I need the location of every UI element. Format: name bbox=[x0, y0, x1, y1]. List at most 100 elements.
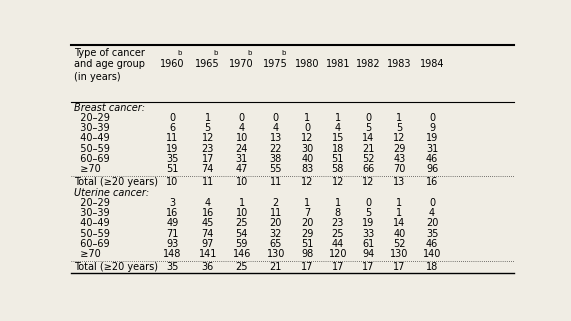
Text: 55: 55 bbox=[270, 164, 282, 174]
Text: 25: 25 bbox=[235, 218, 248, 229]
Text: ≥70: ≥70 bbox=[74, 249, 100, 259]
Text: 10: 10 bbox=[166, 177, 178, 187]
Text: 96: 96 bbox=[426, 164, 438, 174]
Text: b: b bbox=[281, 50, 286, 56]
Text: 18: 18 bbox=[426, 262, 438, 272]
Text: 17: 17 bbox=[202, 154, 214, 164]
Text: Total (≥20 years): Total (≥20 years) bbox=[74, 177, 158, 187]
Text: 21: 21 bbox=[362, 144, 375, 154]
Text: b: b bbox=[178, 50, 182, 56]
Text: 141: 141 bbox=[199, 249, 217, 259]
Text: 11: 11 bbox=[270, 208, 282, 218]
Text: 21: 21 bbox=[270, 262, 282, 272]
Text: 15: 15 bbox=[332, 134, 344, 143]
Text: 5: 5 bbox=[365, 208, 371, 218]
Text: 74: 74 bbox=[202, 229, 214, 239]
Text: 40: 40 bbox=[301, 154, 313, 164]
Text: 4: 4 bbox=[429, 208, 435, 218]
Text: 59: 59 bbox=[236, 239, 248, 249]
Text: 50–59: 50–59 bbox=[74, 144, 110, 154]
Text: 35: 35 bbox=[166, 154, 179, 164]
Text: 46: 46 bbox=[426, 239, 438, 249]
Text: 30: 30 bbox=[301, 144, 313, 154]
Text: 1: 1 bbox=[304, 198, 310, 208]
Text: 71: 71 bbox=[166, 229, 179, 239]
Text: 1: 1 bbox=[304, 113, 310, 123]
Text: 22: 22 bbox=[270, 144, 282, 154]
Text: 25: 25 bbox=[332, 229, 344, 239]
Text: 20–29: 20–29 bbox=[74, 113, 110, 123]
Text: 29: 29 bbox=[393, 144, 405, 154]
Text: 18: 18 bbox=[332, 144, 344, 154]
Text: 10: 10 bbox=[236, 208, 248, 218]
Text: 16: 16 bbox=[202, 208, 214, 218]
Text: ≥70: ≥70 bbox=[74, 164, 100, 174]
Text: 51: 51 bbox=[301, 239, 313, 249]
Text: 52: 52 bbox=[393, 239, 405, 249]
Text: 23: 23 bbox=[202, 144, 214, 154]
Text: Type of cancer: Type of cancer bbox=[74, 48, 144, 58]
Text: 9: 9 bbox=[429, 123, 435, 133]
Text: 4: 4 bbox=[239, 123, 245, 133]
Text: 0: 0 bbox=[239, 113, 245, 123]
Text: 1: 1 bbox=[204, 113, 211, 123]
Text: 12: 12 bbox=[301, 177, 313, 187]
Text: 0: 0 bbox=[169, 113, 175, 123]
Text: 11: 11 bbox=[270, 177, 282, 187]
Text: 13: 13 bbox=[270, 134, 282, 143]
Text: 16: 16 bbox=[166, 208, 178, 218]
Text: 97: 97 bbox=[202, 239, 214, 249]
Text: 60–69: 60–69 bbox=[74, 239, 109, 249]
Text: Uterine cancer:: Uterine cancer: bbox=[74, 188, 148, 198]
Text: 23: 23 bbox=[332, 218, 344, 229]
Text: 50–59: 50–59 bbox=[74, 229, 110, 239]
Text: 93: 93 bbox=[166, 239, 178, 249]
Text: 30–39: 30–39 bbox=[74, 123, 109, 133]
Text: 140: 140 bbox=[423, 249, 441, 259]
Text: 0: 0 bbox=[429, 198, 435, 208]
Text: 29: 29 bbox=[301, 229, 313, 239]
Text: 1: 1 bbox=[396, 198, 403, 208]
Text: 35: 35 bbox=[166, 262, 179, 272]
Text: 0: 0 bbox=[365, 198, 371, 208]
Text: 6: 6 bbox=[169, 123, 175, 133]
Text: 32: 32 bbox=[270, 229, 282, 239]
Text: 1: 1 bbox=[396, 113, 403, 123]
Text: 4: 4 bbox=[204, 198, 211, 208]
Text: 24: 24 bbox=[236, 144, 248, 154]
Text: 0: 0 bbox=[365, 113, 371, 123]
Text: b: b bbox=[247, 50, 251, 56]
Text: 36: 36 bbox=[202, 262, 214, 272]
Text: 1984: 1984 bbox=[420, 59, 444, 69]
Text: b: b bbox=[213, 50, 218, 56]
Text: 83: 83 bbox=[301, 164, 313, 174]
Text: 20: 20 bbox=[301, 218, 313, 229]
Text: 20: 20 bbox=[270, 218, 282, 229]
Text: 11: 11 bbox=[202, 177, 214, 187]
Text: 12: 12 bbox=[301, 134, 313, 143]
Text: 58: 58 bbox=[332, 164, 344, 174]
Text: 0: 0 bbox=[273, 113, 279, 123]
Text: 130: 130 bbox=[390, 249, 408, 259]
Text: 0: 0 bbox=[304, 123, 310, 133]
Text: 5: 5 bbox=[365, 123, 371, 133]
Text: 8: 8 bbox=[335, 208, 341, 218]
Text: 17: 17 bbox=[393, 262, 405, 272]
Text: 43: 43 bbox=[393, 154, 405, 164]
Text: 1: 1 bbox=[396, 208, 403, 218]
Text: 5: 5 bbox=[396, 123, 403, 133]
Text: 40–49: 40–49 bbox=[74, 218, 109, 229]
Text: 1982: 1982 bbox=[356, 59, 381, 69]
Text: 31: 31 bbox=[236, 154, 248, 164]
Text: 51: 51 bbox=[166, 164, 179, 174]
Text: 51: 51 bbox=[332, 154, 344, 164]
Text: 19: 19 bbox=[166, 144, 178, 154]
Text: 10: 10 bbox=[236, 134, 248, 143]
Text: 20–29: 20–29 bbox=[74, 198, 110, 208]
Text: 33: 33 bbox=[362, 229, 375, 239]
Text: 4: 4 bbox=[335, 123, 341, 133]
Text: 94: 94 bbox=[362, 249, 375, 259]
Text: 1970: 1970 bbox=[230, 59, 254, 69]
Text: 31: 31 bbox=[426, 144, 438, 154]
Text: 98: 98 bbox=[301, 249, 313, 259]
